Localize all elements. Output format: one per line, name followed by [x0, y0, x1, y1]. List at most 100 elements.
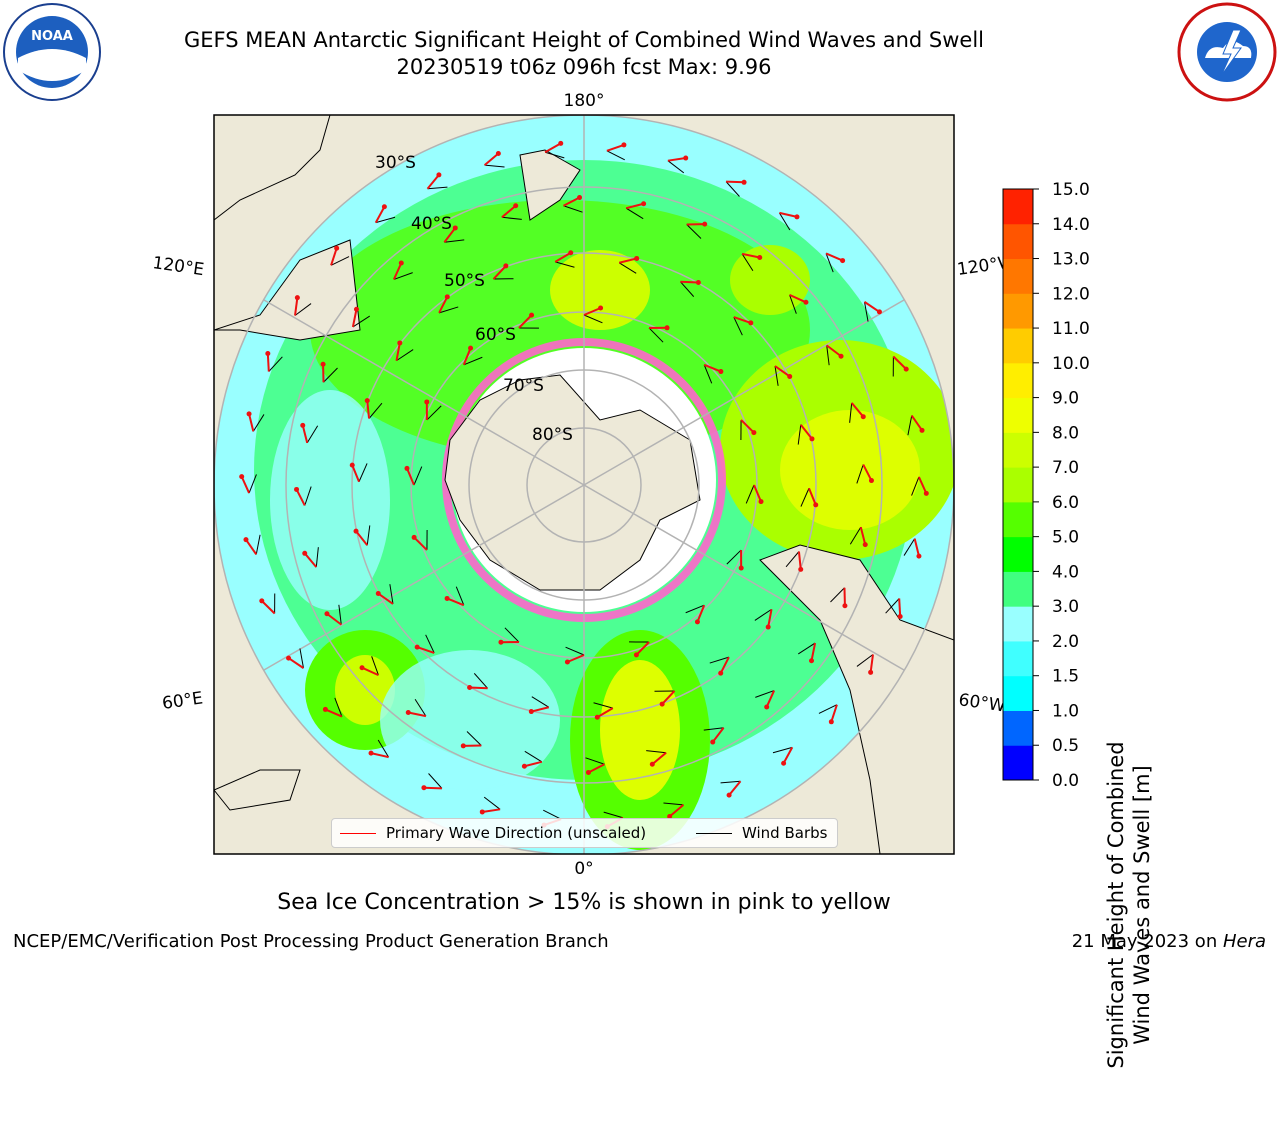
- wave-arrow-head: [641, 201, 646, 206]
- wave-arrow-head: [529, 709, 534, 714]
- colorbar-tick-label: 1.0: [1052, 701, 1079, 721]
- wave-arrow-head: [727, 793, 732, 798]
- wave-arrow-head: [302, 551, 307, 556]
- wave-arrow-head: [321, 362, 326, 367]
- wave-arrow-head: [840, 258, 845, 263]
- wave-arrow-head: [247, 411, 252, 416]
- legend-swatch-primary-wave: [340, 833, 376, 834]
- colorbar-tick-label: 4.0: [1052, 562, 1079, 582]
- wave-arrow-head: [710, 740, 715, 745]
- lon-label-lower-right: 60°W: [957, 690, 1006, 716]
- wave-arrow-head: [421, 785, 426, 790]
- lon-label-top: 180°: [564, 91, 605, 111]
- colorbar-segment: [1003, 502, 1033, 537]
- colorbar-segment: [1003, 537, 1033, 572]
- colorbar-tick-label: 11.0: [1052, 319, 1090, 339]
- wave-arrow-head: [480, 809, 485, 814]
- wave-arrow-head: [529, 313, 534, 318]
- footer-credit: NCEP/EMC/Verification Post Processing Pr…: [13, 931, 609, 952]
- wave-arrow-head: [436, 172, 441, 177]
- wave-arrow-head: [243, 537, 248, 542]
- wave-arrow-head: [265, 351, 270, 356]
- colorbar-segment: [1003, 189, 1033, 224]
- lat-label-80s: 80°S: [532, 425, 573, 445]
- wave-arrow-head: [369, 751, 374, 756]
- wave-arrow-head: [634, 256, 639, 261]
- colorbar-segment: [1003, 398, 1033, 433]
- wave-arrow: [726, 182, 744, 183]
- wave-arrow-head: [809, 436, 814, 441]
- wave-arrow-head: [748, 320, 753, 325]
- colorbar-segment: [1003, 710, 1033, 745]
- map-legend: Primary Wave Direction (unscaled) Wind B…: [331, 818, 838, 848]
- colorbar-segment: [1003, 606, 1033, 641]
- lon-label-upper-left: 120°E: [151, 253, 205, 280]
- colorbar-tick-label: 9.0: [1052, 389, 1079, 409]
- colorbar-segment: [1003, 571, 1033, 606]
- wave-arrow-head: [924, 491, 929, 496]
- wave-arrow-head: [696, 280, 701, 285]
- wave-arrow-head: [739, 566, 744, 571]
- wave-arrow-head: [809, 658, 814, 663]
- wave-arrow-head: [565, 660, 570, 665]
- wave-arrow-head: [598, 305, 603, 310]
- wave-arrow-head: [898, 614, 903, 619]
- colorbar-tick-label: 0.0: [1052, 771, 1079, 791]
- legend-label-primary-wave: Primary Wave Direction (unscaled): [386, 824, 646, 842]
- wave-arrow-head: [595, 715, 600, 720]
- wave-arrow-head: [522, 764, 527, 769]
- lat-label-60s: 60°S: [475, 325, 516, 345]
- wave-arrow: [424, 788, 442, 789]
- footer-date: 21 May 2023 on Hera: [1072, 931, 1266, 952]
- wave-arrow-head: [621, 142, 626, 147]
- wave-arrow-head: [382, 204, 387, 209]
- colorbar-segment: [1003, 363, 1033, 398]
- wave-arrow-head: [503, 263, 508, 268]
- polar-map: 180° 0° 120°E 120°W 60°E 60°W 30°S 40°S …: [0, 0, 1280, 960]
- wave-arrow-head: [404, 466, 409, 471]
- wave-arrow-head: [781, 761, 786, 766]
- wave-arrow-head: [794, 214, 799, 219]
- lon-label-lower-left: 60°E: [161, 688, 204, 713]
- colorbar-tick-label: 2.0: [1052, 632, 1079, 652]
- wave-arrow-head: [445, 294, 450, 299]
- wave-arrow-head: [406, 710, 411, 715]
- colorbar-tick-label: 15.0: [1052, 180, 1090, 200]
- wave-arrow-head: [360, 665, 365, 670]
- colorbar-tick-label: 0.5: [1052, 736, 1079, 756]
- colorbar-segment: [1003, 745, 1033, 780]
- colorbar-tick-label: 12.0: [1052, 284, 1090, 304]
- wave-arrow-head: [354, 307, 359, 312]
- lon-label-bottom: 0°: [574, 859, 593, 879]
- lat-label-40s: 40°S: [411, 214, 452, 234]
- wave-arrow-head: [813, 502, 818, 507]
- wave-arrow-head: [757, 255, 762, 260]
- wave-arrow-head: [324, 611, 329, 616]
- wave-arrow-head: [376, 591, 381, 596]
- wave-arrow-head: [461, 743, 466, 748]
- wave-arrow-head: [863, 542, 868, 547]
- colorbar-segment: [1003, 641, 1033, 676]
- wave-arrow-head: [300, 423, 305, 428]
- wave-arrow-head: [259, 598, 264, 603]
- colorbar-segment: [1003, 676, 1033, 711]
- wave-arrow-head: [920, 428, 925, 433]
- colorbar-segment: [1003, 259, 1033, 294]
- legend-item-primary-wave: Primary Wave Direction (unscaled): [340, 824, 646, 842]
- wave-arrow-head: [787, 374, 792, 379]
- colorbar-tick-label: 14.0: [1052, 215, 1090, 235]
- wave-arrow-head: [904, 367, 909, 372]
- wave-arrow-head: [350, 463, 355, 468]
- wave-arrow-head: [294, 487, 299, 492]
- wave-arrow-head: [877, 309, 882, 314]
- colorbar: 0.00.51.01.52.03.04.05.06.07.08.09.010.0…: [1003, 180, 1090, 791]
- wave-arrow-head: [286, 656, 291, 661]
- wave-arrow: [899, 598, 900, 616]
- wave-arrow-head: [295, 295, 300, 300]
- wave-arrow-head: [660, 702, 665, 707]
- wave-arrow-head: [751, 430, 756, 435]
- colorbar-tick-label: 3.0: [1052, 597, 1079, 617]
- wave-arrow-head: [365, 398, 370, 403]
- lat-label-30s: 30°S: [375, 153, 416, 173]
- footer-host: Hera: [1223, 931, 1266, 952]
